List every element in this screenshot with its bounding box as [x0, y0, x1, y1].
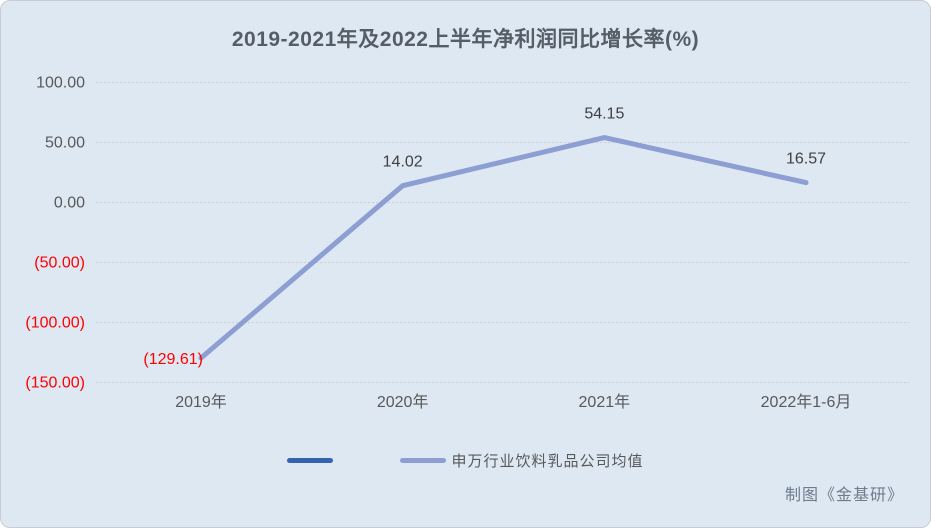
line-chart: 100.00 50.00 0.00 (50.00) (100.00) (150.00) 20… — [25, 75, 909, 411]
y-tick-label: 100.00 — [36, 75, 85, 92]
data-label: (129.61) — [143, 351, 203, 368]
legend-line-swatch — [400, 458, 447, 463]
x-axis-label: 2022年1-6月 — [761, 393, 852, 411]
y-tick-label: (50.00) — [34, 255, 85, 272]
x-axis-label: 2020年 — [377, 393, 429, 411]
chart-legend: 申万行业饮料乳品公司均值 — [1, 450, 930, 471]
y-tick-label: (150.00) — [25, 375, 85, 392]
legend-line-swatch — [287, 458, 334, 463]
data-label: 14.02 — [383, 154, 423, 171]
watermark-credit: 制图《金基研》 — [784, 487, 904, 504]
y-tick-label: 50.00 — [45, 135, 85, 152]
data-label: 16.57 — [786, 151, 826, 168]
legend-label: 申万行业饮料乳品公司均值 — [451, 453, 644, 470]
series-line — [198, 135, 809, 361]
y-tick-label: (100.00) — [25, 315, 85, 332]
legend-item — [287, 458, 338, 463]
chart-title: 2019-2021年及2022上半年净利润同比增长率(%) — [231, 28, 700, 51]
y-tick-label: 0.00 — [54, 195, 85, 212]
x-axis-label: 2019年 — [175, 393, 227, 411]
x-axis-label: 2021年 — [579, 393, 631, 411]
data-label: 54.15 — [584, 106, 624, 123]
legend-item: 申万行业饮料乳品公司均值 — [400, 450, 643, 471]
